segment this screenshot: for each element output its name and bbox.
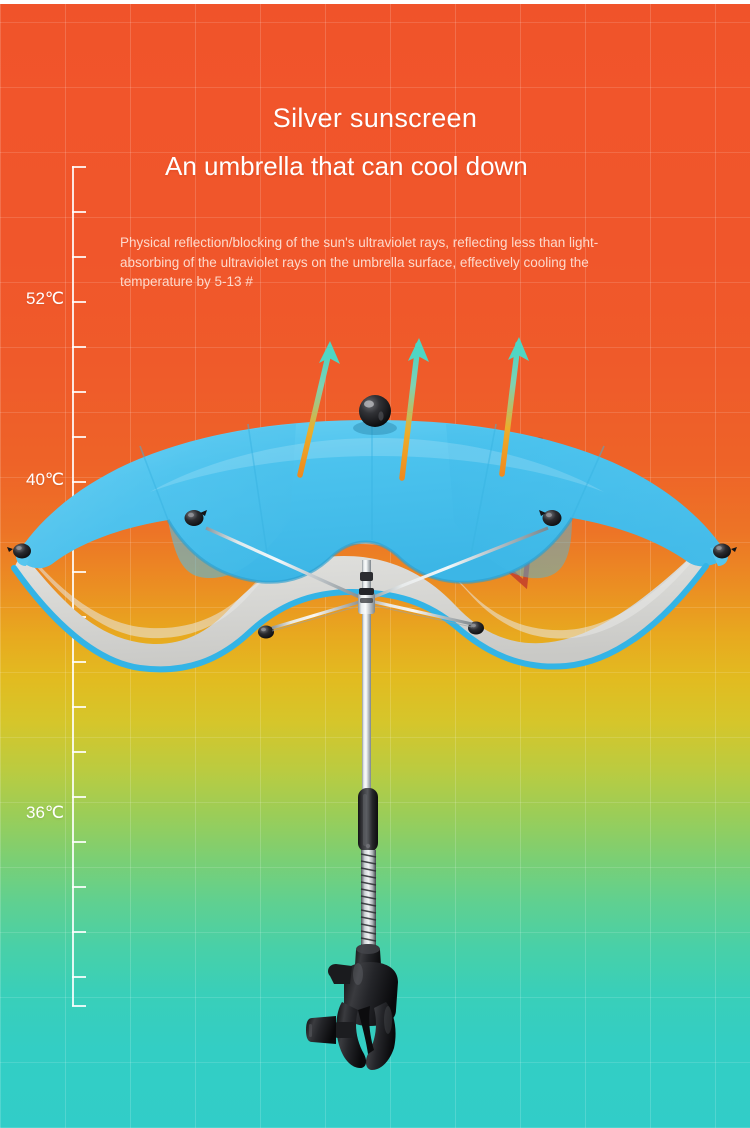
temperature-tick-0 <box>72 166 86 168</box>
temperature-tick-12 <box>72 706 86 708</box>
temperature-tick-2 <box>72 256 86 258</box>
temperature-tick-17 <box>72 931 86 933</box>
temperature-tick-18 <box>72 976 86 978</box>
temperature-label-2: 36℃ <box>25 803 64 822</box>
page-subtitle: An umbrella that can cool down <box>165 151 528 181</box>
temperature-tick-3 <box>72 301 86 303</box>
temperature-tick-16 <box>72 886 86 888</box>
temperature-tick-10 <box>72 616 86 618</box>
page-title: Silver sunscreen <box>272 103 478 133</box>
temperature-tick-6 <box>72 436 86 438</box>
temperature-tick-11 <box>72 661 86 663</box>
temperature-tick-8 <box>72 526 86 528</box>
temperature-axis-line <box>72 166 74 1006</box>
temperature-tick-14 <box>72 796 86 798</box>
temperature-tick-5 <box>72 391 86 393</box>
temperature-tick-7 <box>72 481 86 483</box>
temperature-tick-4 <box>72 346 86 348</box>
temperature-tick-1 <box>72 211 86 213</box>
temperature-label-1: 40℃ <box>25 470 64 489</box>
temperature-tick-15 <box>72 841 86 843</box>
top-white-strip <box>0 0 750 4</box>
temperature-tick-9 <box>72 571 86 573</box>
temperature-tick-19 <box>72 1005 86 1007</box>
page-body-text: Physical reflection/blocking of the sun'… <box>120 235 599 289</box>
temperature-tick-13 <box>72 751 86 753</box>
temperature-label-0: 52℃ <box>25 289 64 308</box>
